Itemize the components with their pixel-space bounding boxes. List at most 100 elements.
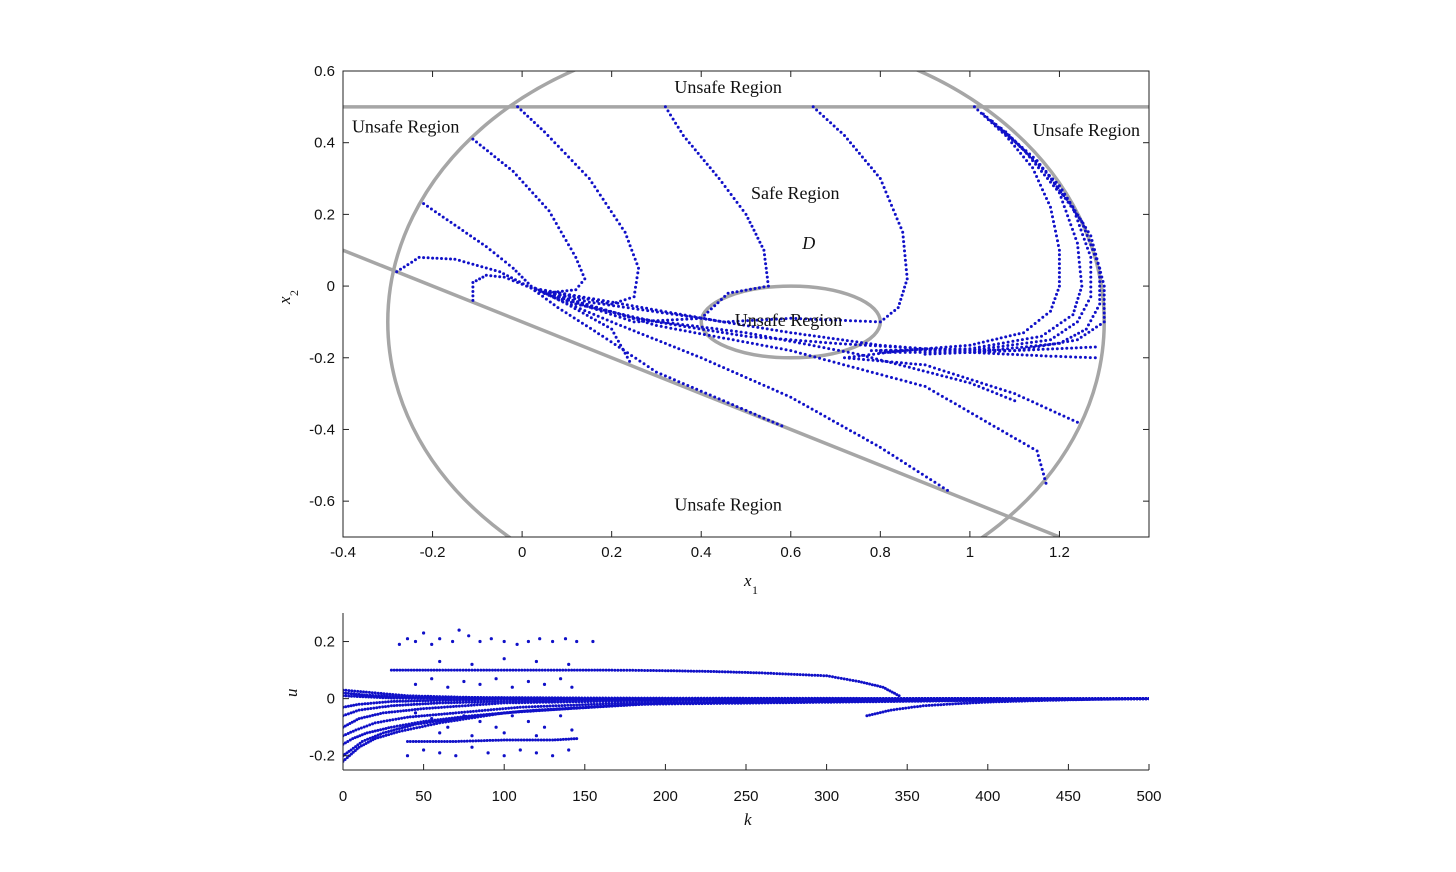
control-point [743, 670, 747, 674]
trajectory-point [886, 314, 889, 318]
trajectory-point [1035, 402, 1039, 406]
trajectory-point [1055, 292, 1058, 296]
trajectory-point [1076, 213, 1080, 217]
trajectory-point [941, 486, 945, 490]
trajectory-point [556, 144, 560, 148]
trajectory-point [699, 389, 703, 393]
trajectory-point [799, 317, 803, 321]
control-point [464, 700, 468, 704]
trajectory-point [471, 285, 475, 289]
control-point [470, 662, 474, 667]
trajectory-point [1098, 280, 1102, 284]
control-point [889, 700, 893, 703]
trajectory-point [493, 269, 497, 272]
trajectory-point [774, 317, 778, 321]
control-point [569, 703, 573, 707]
control-point [365, 724, 369, 728]
trajectory-point [764, 334, 767, 338]
trajectory-point [953, 402, 957, 406]
trajectory-point [559, 230, 563, 234]
trajectory-point [810, 407, 814, 411]
control-point [1060, 698, 1064, 702]
control-point [458, 701, 462, 704]
trajectory-point [1102, 311, 1106, 315]
control-point [462, 679, 466, 684]
control-point [839, 676, 843, 680]
control-point [362, 743, 366, 747]
trajectory-point [1094, 252, 1098, 256]
trajectory-point [987, 346, 991, 350]
trajectory-point [538, 289, 542, 293]
control-point [361, 695, 365, 699]
control-point [1051, 698, 1055, 702]
control-point [431, 713, 435, 717]
control-point [405, 637, 410, 641]
trajectory-point [997, 342, 1000, 346]
trajectory-point [754, 333, 758, 336]
trajectory-point [866, 358, 870, 362]
control-point [502, 754, 506, 758]
control-point [854, 679, 858, 683]
control-point [649, 669, 653, 672]
control-point [501, 707, 505, 711]
control-point [438, 721, 442, 725]
control-point [493, 702, 497, 706]
control-point [598, 699, 602, 703]
control-point [394, 717, 398, 721]
trajectory-point [844, 426, 848, 430]
trajectory-point [675, 318, 679, 322]
trajectory-point [1082, 307, 1086, 311]
trajectory-point [740, 374, 743, 377]
control-point [692, 669, 696, 673]
control-point [476, 715, 480, 719]
control-point [881, 685, 885, 689]
trajectory-point [713, 395, 717, 399]
trajectory-point [738, 204, 742, 208]
trajectory-point [597, 302, 601, 306]
trajectory-point [992, 345, 996, 349]
trajectory-point [770, 345, 774, 349]
trajectory-point [1013, 349, 1017, 353]
trajectory-point [601, 334, 605, 338]
trajectory-point [980, 381, 984, 385]
trajectory-point [812, 334, 816, 338]
trajectory-point [1073, 305, 1077, 309]
trajectory-point [1073, 209, 1077, 213]
control-point [418, 702, 422, 706]
trajectory-point [815, 108, 819, 112]
trajectory-point [641, 333, 645, 336]
trajectory-point [524, 184, 528, 188]
control-point [441, 698, 445, 702]
trajectory-point [1031, 157, 1035, 161]
trajectory-point [543, 290, 547, 294]
trajectory-point [972, 342, 976, 346]
trajectory-point [959, 379, 963, 382]
trajectory-point [471, 137, 475, 141]
control-point [904, 699, 908, 703]
control-point [486, 708, 490, 712]
trajectory-point [868, 320, 872, 323]
control-point [793, 701, 797, 705]
trajectory-point [905, 277, 909, 281]
control-point [1103, 697, 1107, 701]
control-point [461, 668, 465, 672]
control-point [766, 701, 770, 705]
trajectory-point [640, 306, 644, 309]
trajectory-point [973, 350, 977, 354]
trajectory-point [590, 181, 594, 185]
trajectory-point [735, 405, 739, 409]
control-point [583, 700, 587, 704]
control-point [895, 707, 899, 711]
trajectory-point [1015, 346, 1019, 350]
trajectory-point [852, 357, 856, 361]
control-point [549, 668, 553, 672]
trajectory-point [814, 410, 818, 413]
trajectory-point [572, 294, 576, 297]
trajectory-point [847, 356, 851, 360]
trajectory-point [774, 346, 778, 350]
trajectory-point [1059, 195, 1063, 199]
trajectory-point [417, 255, 421, 259]
trajectory-point [534, 195, 538, 198]
trajectory-point [982, 344, 986, 348]
trajectory-point [735, 372, 739, 375]
